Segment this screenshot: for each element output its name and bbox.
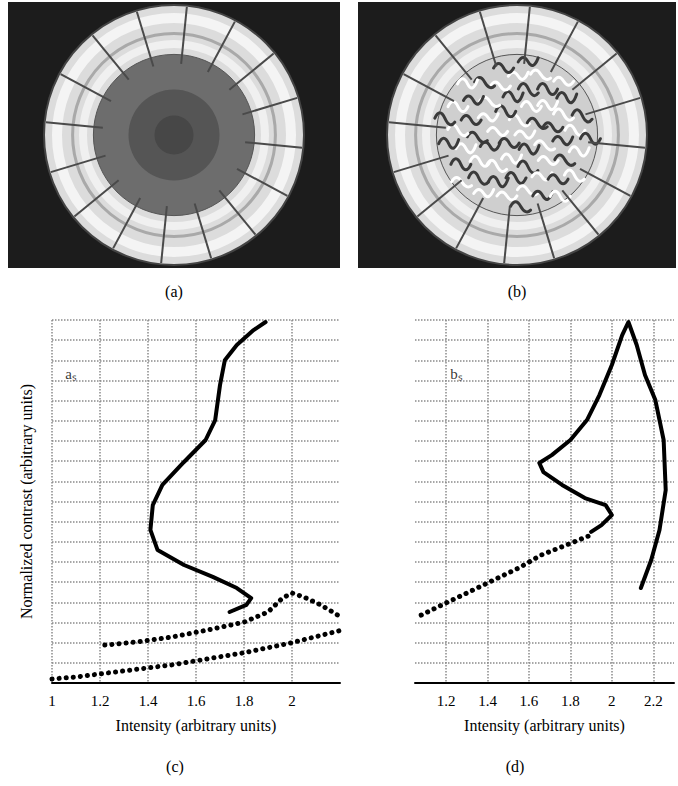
svg-text:Normalized contrast (arbitrary: Normalized contrast (arbitrary units) bbox=[18, 384, 36, 619]
svg-text:1.8: 1.8 bbox=[561, 693, 580, 709]
svg-text:1.2: 1.2 bbox=[437, 693, 456, 709]
html-text:(a): (a) bbox=[165, 283, 183, 300]
svg-text:2: 2 bbox=[608, 693, 616, 709]
svg-text:Intensity (arbitrary units): Intensity (arbitrary units) bbox=[116, 717, 277, 735]
html-text:(b): (b) bbox=[507, 283, 527, 300]
svg-text:1.2: 1.2 bbox=[91, 693, 110, 709]
svg-text:bₛ: bₛ bbox=[450, 366, 463, 382]
svg-text:2: 2 bbox=[288, 693, 296, 709]
svg-text:1.6: 1.6 bbox=[187, 693, 206, 709]
svg-text:2.2: 2.2 bbox=[644, 693, 663, 709]
html-text:(d): (d) bbox=[505, 758, 525, 775]
svg-text:1: 1 bbox=[48, 693, 56, 709]
svg-text:1.8: 1.8 bbox=[235, 693, 254, 709]
svg-text:aₛ: aₛ bbox=[65, 366, 77, 382]
svg-text:1.4: 1.4 bbox=[478, 693, 497, 709]
svg-text:1.6: 1.6 bbox=[520, 693, 539, 709]
svg-text:1.4: 1.4 bbox=[139, 693, 158, 709]
html-text:(c): (c) bbox=[166, 758, 184, 775]
svg-text:Intensity (arbitrary units): Intensity (arbitrary units) bbox=[464, 717, 625, 735]
